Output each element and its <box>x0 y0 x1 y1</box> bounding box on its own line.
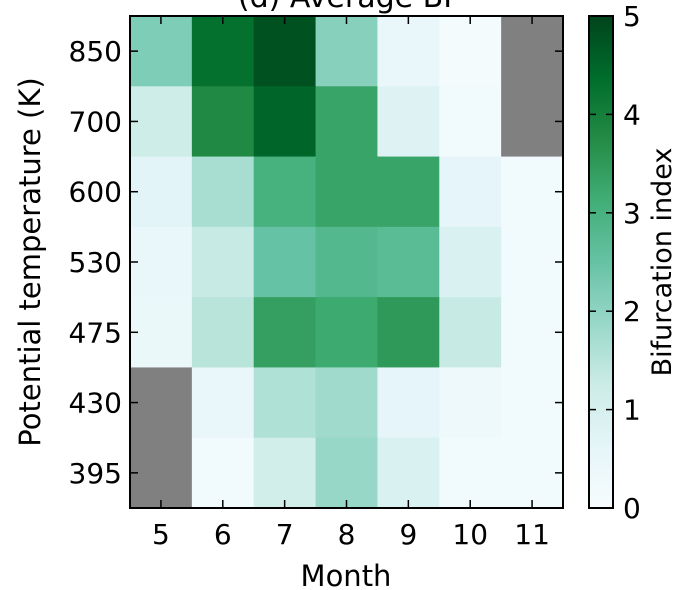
heatmap-cell <box>501 86 564 158</box>
y-tick-label: 600 <box>69 176 122 209</box>
colorbar-label: Bifurcation index <box>647 148 678 377</box>
heatmap-cell <box>439 156 502 228</box>
heatmap-cell <box>191 437 255 509</box>
heatmap-cell <box>253 16 317 87</box>
chart-title: (d) Average BI <box>238 0 452 15</box>
x-tick-label: 10 <box>452 518 488 551</box>
colorbar-tick-label: 4 <box>623 98 641 131</box>
x-tick-label: 5 <box>152 518 170 551</box>
heatmap-cell <box>130 437 193 509</box>
heatmap-cell <box>253 226 317 298</box>
y-tick-label: 850 <box>69 35 122 68</box>
heatmap-cell <box>253 86 317 158</box>
heatmap-cell <box>439 437 502 509</box>
heatmap-cell <box>191 156 255 228</box>
heatmap-cell <box>253 297 317 369</box>
heatmap-cell <box>501 226 564 298</box>
x-tick-label: 7 <box>276 518 294 551</box>
heatmap-cells <box>130 16 564 509</box>
x-tick-label: 6 <box>214 518 232 551</box>
y-tick-label: 700 <box>69 105 122 138</box>
x-tick-label: 8 <box>338 518 356 551</box>
heatmap-cell <box>130 86 193 158</box>
heatmap-cell <box>377 156 440 228</box>
heatmap-cell <box>130 297 193 369</box>
heatmap-cell <box>501 16 564 87</box>
heatmap-cell <box>377 16 440 87</box>
heatmap-cell <box>315 437 379 509</box>
colorbar <box>588 15 614 509</box>
heatmap-cell <box>377 367 440 439</box>
heatmap-cell <box>253 367 317 439</box>
heatmap-cell <box>501 437 564 509</box>
y-axis-label: Potential temperature (K) <box>13 77 47 446</box>
heatmap-cell <box>501 297 564 369</box>
y-tick-label: 430 <box>69 387 122 420</box>
heatmap-cell <box>315 226 379 298</box>
heatmap-cell <box>377 437 440 509</box>
heatmap-cell <box>191 16 255 87</box>
x-axis-label: Month <box>301 559 392 590</box>
heatmap-cell <box>439 86 502 158</box>
heatmap-cell <box>253 437 317 509</box>
x-axis-ticks: 5 6 7 8 9 10 11 <box>152 16 550 551</box>
colorbar-ticks: 0 1 2 3 4 5 <box>589 0 641 525</box>
heatmap-cell <box>377 86 440 158</box>
heatmap-cell <box>501 156 564 228</box>
heatmap-cell <box>439 367 502 439</box>
heatmap-cell <box>130 226 193 298</box>
heatmap-cell <box>315 297 379 369</box>
x-tick-label: 9 <box>399 518 417 551</box>
heatmap-cell <box>377 297 440 369</box>
y-tick-label: 475 <box>69 316 122 349</box>
y-axis-ticks: 850 700 600 530 475 430 395 <box>69 35 563 490</box>
colorbar-tick-label: 2 <box>623 295 641 328</box>
colorbar-tick-label: 3 <box>623 197 641 230</box>
colorbar-tick-label: 5 <box>623 0 641 33</box>
x-tick-label: 11 <box>514 518 550 551</box>
heatmap-cell <box>130 367 193 439</box>
colorbar-tick-label: 1 <box>623 394 641 427</box>
heatmap-cell <box>315 367 379 439</box>
heatmap-cell <box>130 16 193 87</box>
heatmap-cell <box>315 16 379 87</box>
heatmap-cell <box>439 16 502 87</box>
heatmap-cell <box>253 156 317 228</box>
heatmap-cell <box>191 86 255 158</box>
y-tick-label: 395 <box>69 457 122 490</box>
heatmap-cell <box>191 297 255 369</box>
heatmap-cell <box>315 156 379 228</box>
colorbar-tick-label: 0 <box>623 492 641 525</box>
heatmap-cell <box>439 226 502 298</box>
heatmap-cell <box>191 367 255 439</box>
heatmap-cell <box>130 156 193 228</box>
heatmap-cell <box>191 226 255 298</box>
heatmap-cell <box>377 226 440 298</box>
y-tick-label: 530 <box>69 246 122 279</box>
heatmap-cell <box>501 367 564 439</box>
heatmap-cell <box>315 86 379 158</box>
heatmap-cell <box>439 297 502 369</box>
